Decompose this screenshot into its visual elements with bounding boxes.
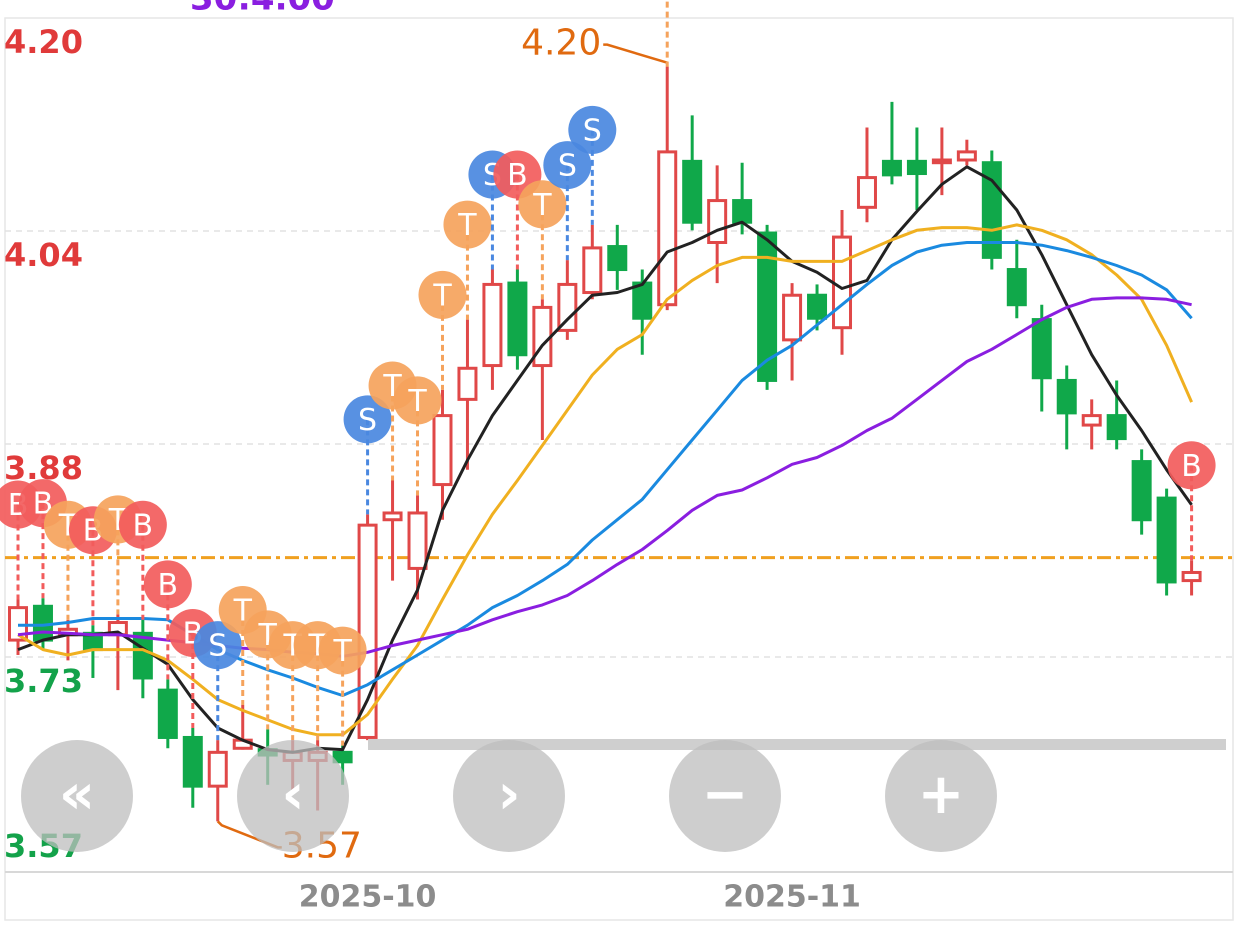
- high-label: 4.20: [521, 23, 601, 64]
- high-leader: [603, 43, 669, 67]
- candle-body: [807, 293, 828, 320]
- candle-body: [132, 631, 153, 680]
- candle-body: [482, 282, 503, 368]
- candle-body: [1031, 318, 1052, 380]
- candle-body: [607, 245, 628, 272]
- control-glyph: −: [702, 762, 749, 827]
- control-glyph: «: [59, 762, 95, 827]
- control-glyph: ‹: [281, 762, 304, 827]
- candle-body: [1131, 460, 1152, 522]
- signal-label: T: [532, 188, 552, 223]
- candle-body: [182, 735, 203, 788]
- candle-body: [782, 293, 803, 342]
- signal-label: B: [1181, 449, 1202, 484]
- candle-body: [1056, 378, 1077, 415]
- signal-label: B: [133, 508, 154, 543]
- candle-body: [757, 231, 778, 382]
- control-circle: [237, 740, 349, 852]
- signal-label: B: [507, 158, 528, 193]
- scroll-bar: [368, 739, 1226, 750]
- candle-body: [707, 199, 728, 244]
- signal-label: S: [358, 403, 377, 438]
- candle-body: [1106, 414, 1127, 441]
- control-button[interactable]: +: [885, 740, 997, 852]
- signal-marker: [193, 621, 242, 670]
- x-tick-label: 2025-11: [723, 880, 861, 915]
- control-circle: [453, 740, 565, 852]
- candle-body: [457, 366, 478, 401]
- signal-marker: [318, 626, 367, 675]
- signal-marker: [118, 500, 167, 549]
- control-circle: [21, 740, 133, 852]
- candle-body: [657, 150, 678, 307]
- control-circle: [885, 740, 997, 852]
- candle-body: [732, 199, 753, 224]
- signal-label: T: [432, 278, 452, 313]
- candle-body: [682, 159, 703, 224]
- control-glyph: ›: [497, 762, 520, 827]
- candle-body: [432, 414, 453, 487]
- signal-label: T: [407, 384, 427, 419]
- candle-body: [407, 511, 428, 570]
- candle-body: [507, 281, 528, 357]
- signal-label: B: [158, 568, 179, 603]
- candle-body: [157, 688, 178, 739]
- signal-marker: [143, 560, 192, 609]
- signal-marker: [543, 141, 592, 190]
- candle-body: [881, 159, 902, 177]
- signal-label: T: [457, 208, 477, 243]
- candle-body: [1156, 496, 1177, 584]
- control-button[interactable]: ‹: [237, 740, 349, 852]
- candle-body: [832, 235, 853, 330]
- candle-body: [906, 159, 927, 176]
- indicator-label: 30:4.00: [190, 0, 335, 19]
- candle-body: [632, 281, 653, 320]
- signal-label: S: [208, 629, 227, 664]
- signal-label: T: [233, 594, 253, 629]
- frame: [4, 17, 1234, 921]
- signal-marker: [1167, 441, 1216, 490]
- y-tick-label: 4.04: [4, 236, 83, 274]
- candle-body: [856, 176, 877, 209]
- signal-marker: [518, 180, 567, 229]
- candle-body: [357, 523, 378, 739]
- signal-label: S: [558, 149, 577, 184]
- signal-label: T: [332, 634, 352, 669]
- control-button[interactable]: «: [21, 740, 133, 852]
- control-button[interactable]: ›: [453, 740, 565, 852]
- candle-body: [557, 282, 578, 332]
- candle-body: [582, 246, 603, 295]
- candle-body: [1181, 570, 1202, 583]
- signal-marker: [443, 200, 492, 249]
- signal-marker: [418, 270, 467, 319]
- ma-line: [17, 165, 1193, 754]
- candle-body: [332, 750, 353, 764]
- signal-marker: [393, 376, 442, 425]
- candle-body: [1006, 268, 1027, 307]
- candle-body: [207, 750, 228, 788]
- control-glyph: +: [918, 762, 965, 827]
- y-tick-label: 3.73: [4, 662, 83, 700]
- candle-body: [956, 150, 977, 162]
- y-tick-label: 4.20: [4, 23, 83, 61]
- signal-marker: [568, 105, 617, 154]
- control-button[interactable]: −: [669, 740, 781, 852]
- control-circle: [669, 740, 781, 852]
- candle-body: [1081, 414, 1102, 427]
- x-tick-label: 2025-10: [299, 880, 437, 915]
- ma-line: [17, 223, 1193, 737]
- signal-label: S: [583, 113, 602, 148]
- candle-body: [931, 158, 952, 165]
- signal-marker: [343, 395, 392, 444]
- candle-body: [382, 511, 403, 522]
- candle-body: [532, 305, 553, 368]
- ma-line: [17, 296, 1192, 658]
